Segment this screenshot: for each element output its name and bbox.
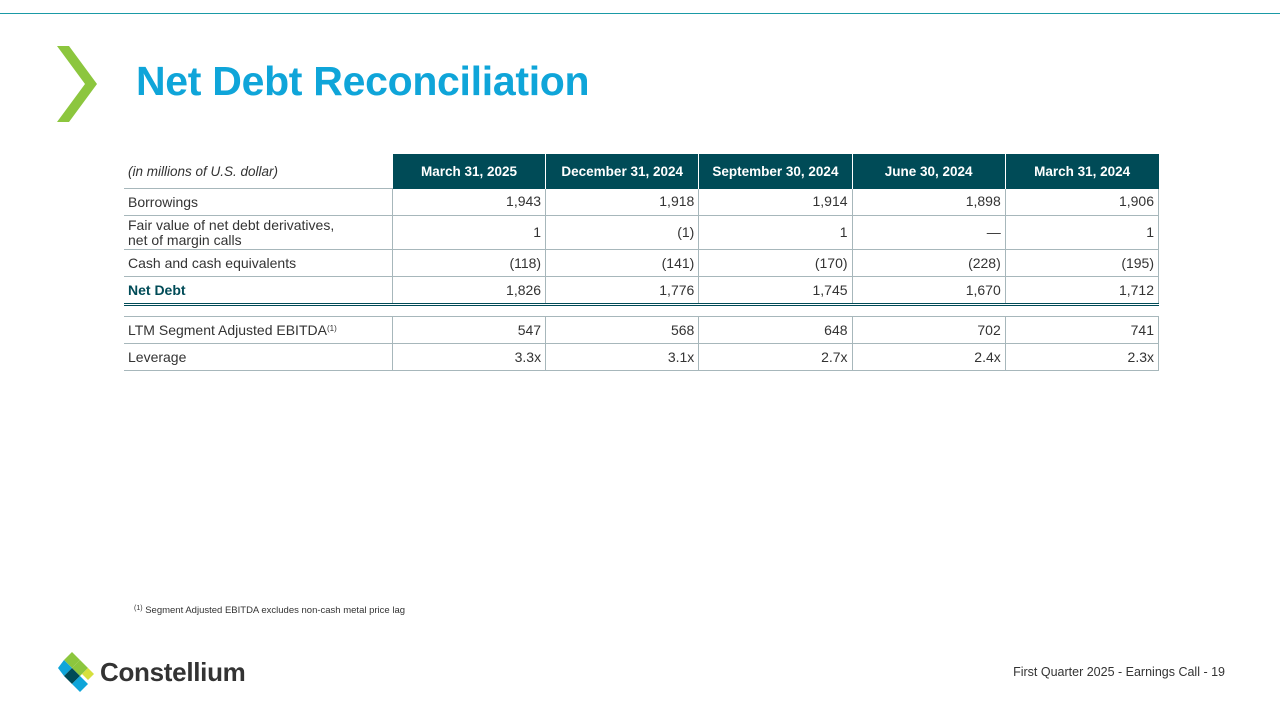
column-header: June 30, 2024 <box>851 154 1006 189</box>
table-row-net-debt: Net Debt 1,826 1,776 1,745 1,670 1,712 <box>124 276 1160 306</box>
table-cell: 1 <box>698 215 853 250</box>
table-cell: 1 <box>1004 215 1160 250</box>
table-cell: 1,745 <box>698 276 853 306</box>
table-header-row: (in millions of U.S. dollar) March 31, 2… <box>124 154 1159 189</box>
table-cell: 1,670 <box>851 276 1006 306</box>
table-spacer <box>124 304 1159 317</box>
table-cell: 2.4x <box>851 343 1006 371</box>
table-cell: 1,898 <box>851 188 1006 216</box>
column-header: March 31, 2024 <box>1004 154 1159 189</box>
row-label-line-2: net of margin calls <box>128 231 242 248</box>
column-header: March 31, 2025 <box>391 154 546 189</box>
table-cell: 1,712 <box>1004 276 1160 306</box>
table-cell: 1 <box>391 215 546 250</box>
top-rule <box>0 13 1280 14</box>
table-cell: 648 <box>698 316 853 344</box>
logo-wordmark: Constellium <box>100 656 246 687</box>
table-cell: 741 <box>1004 316 1160 344</box>
table-cell: 1,918 <box>545 188 699 216</box>
table-cell: (170) <box>698 249 853 277</box>
row-label: Fair value of net debt derivatives, net … <box>124 215 393 250</box>
footnote-ref: (1) <box>326 323 337 333</box>
company-logo: Constellium <box>58 652 246 692</box>
row-label: Borrowings <box>124 188 393 216</box>
column-header: December 31, 2024 <box>545 154 699 189</box>
table-cell: 568 <box>545 316 699 344</box>
table-cell: — <box>851 215 1006 250</box>
constellium-logo-icon <box>58 652 94 692</box>
table-row-borrowings: Borrowings 1,943 1,918 1,914 1,898 1,906 <box>124 188 1160 216</box>
page-footer: First Quarter 2025 - Earnings Call - 19 <box>1013 665 1225 679</box>
table-row-leverage: Leverage 3.3x 3.1x 2.7x 2.4x 2.3x <box>124 343 1160 371</box>
table-cell: 1,826 <box>391 276 546 306</box>
row-label-text: LTM Segment Adjusted EBITDA <box>128 321 327 338</box>
footnote-text: Segment Adjusted EBITDA excludes non-cas… <box>145 605 406 616</box>
table-cell: 3.3x <box>391 343 546 371</box>
row-label: Cash and cash equivalents <box>124 249 393 277</box>
column-header: September 30, 2024 <box>698 154 853 189</box>
table-cell: 702 <box>851 316 1006 344</box>
page-title: Net Debt Reconciliation <box>136 58 590 104</box>
table-row-fair-value: Fair value of net debt derivatives, net … <box>124 215 1160 250</box>
table-cell: (1) <box>545 215 699 250</box>
chevron-icon <box>57 46 97 122</box>
footnote-marker: (1) <box>134 605 143 612</box>
row-label-line-1: Fair value of net debt derivatives, <box>128 216 335 233</box>
table-cell: (195) <box>1004 249 1160 277</box>
table-cell: 1,914 <box>698 188 853 216</box>
table-row-ebitda: LTM Segment Adjusted EBITDA(1) 547 568 6… <box>124 316 1160 344</box>
footnote: (1) Segment Adjusted EBITDA excludes non… <box>134 605 405 616</box>
table-cell: 1,776 <box>545 276 699 306</box>
table-cell: 3.1x <box>545 343 699 371</box>
table-cell: 547 <box>391 316 546 344</box>
table-cell: (141) <box>545 249 699 277</box>
row-label: LTM Segment Adjusted EBITDA(1) <box>124 316 393 344</box>
table-cell: 2.7x <box>698 343 853 371</box>
table-cell: (228) <box>851 249 1006 277</box>
table-cell: 1,906 <box>1004 188 1160 216</box>
table-cell: 1,943 <box>391 188 546 216</box>
table-cell: 2.3x <box>1004 343 1160 371</box>
row-label: Net Debt <box>124 276 393 306</box>
net-debt-table: (in millions of U.S. dollar) March 31, 2… <box>124 154 1160 371</box>
table-cell: (118) <box>391 249 546 277</box>
spacer-cell <box>124 304 1159 317</box>
table-row-cash: Cash and cash equivalents (118) (141) (1… <box>124 249 1160 277</box>
units-label: (in millions of U.S. dollar) <box>124 154 393 189</box>
row-label: Leverage <box>124 343 393 371</box>
